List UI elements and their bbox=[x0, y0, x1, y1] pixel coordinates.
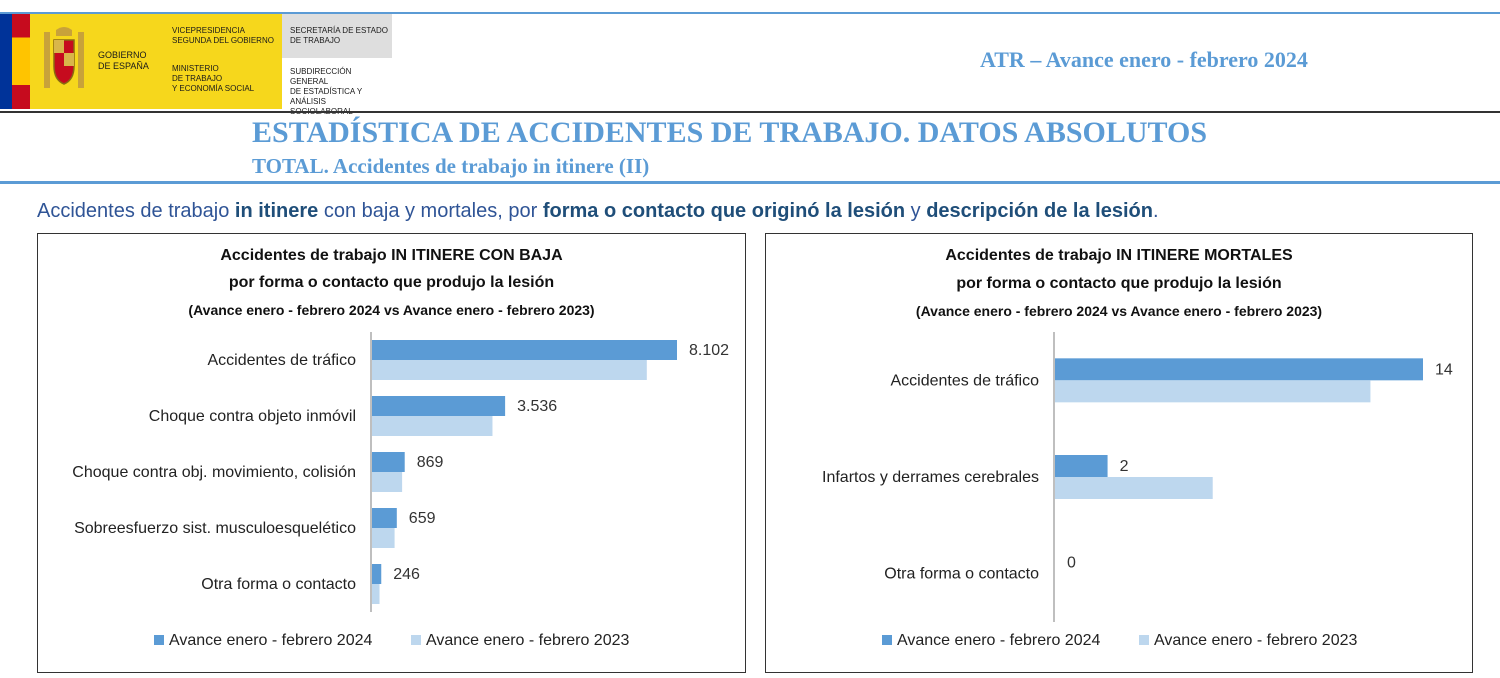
sub-line-3: ANÁLISIS SOCIOLABORAL bbox=[290, 97, 353, 116]
sec-line-2: DE TRABAJO bbox=[290, 36, 341, 45]
chart-title-line-2: por forma o contacto que produjo la lesi… bbox=[956, 275, 1282, 292]
sub-line-1: SUBDIRECCIÓN GENERAL bbox=[290, 67, 352, 86]
bar-2024 bbox=[372, 508, 397, 528]
data-label-2024: 659 bbox=[409, 510, 436, 527]
legend-swatch-2024 bbox=[154, 635, 164, 645]
title-divider bbox=[0, 181, 1500, 184]
chart-plot-con-baja: Accidentes de tráfico 8.102 Choque contra … bbox=[72, 332, 729, 649]
legend-label-2024: Avance enero - febrero 2024 bbox=[897, 632, 1101, 649]
data-label-2024: 3.536 bbox=[517, 398, 557, 415]
coat-of-arms-icon bbox=[44, 27, 84, 88]
bar-2023 bbox=[372, 472, 403, 492]
vicepresidencia-label: VICEPRESIDENCIA SEGUNDA DEL GOBIERNO bbox=[172, 26, 282, 46]
lead-part: Accidentes de trabajo bbox=[37, 200, 235, 222]
legend-swatch-2023 bbox=[411, 635, 421, 645]
secretaria-band bbox=[282, 14, 392, 58]
bar-2023 bbox=[1055, 477, 1213, 499]
bar-2023 bbox=[372, 360, 647, 380]
vice-line-2: SEGUNDA DEL GOBIERNO bbox=[172, 36, 274, 45]
gobierno-de-espana-label: GOBIERNO DE ESPAÑA bbox=[98, 50, 158, 72]
bar-2024 bbox=[372, 340, 677, 360]
legend-label-2023: Avance enero - febrero 2023 bbox=[1154, 632, 1358, 649]
bar-2023 bbox=[372, 528, 395, 548]
eu-flag-strip bbox=[0, 14, 12, 109]
data-label-2024: 246 bbox=[393, 566, 420, 583]
category-label: Otra forma o contacto bbox=[201, 576, 356, 593]
lead-bold: descripción de la lesión bbox=[926, 200, 1153, 222]
lead-text: Accidentes de trabajo in itinere con baj… bbox=[37, 200, 1159, 223]
data-label-2024: 8.102 bbox=[689, 342, 729, 359]
data-label-2024: 869 bbox=[417, 454, 444, 471]
chart-plot-mortales: Accidentes de tráfico 14 Infartos y derram… bbox=[822, 332, 1453, 649]
header-divider bbox=[0, 111, 1500, 113]
bar-2023 bbox=[1055, 380, 1371, 403]
bar-2024 bbox=[1055, 455, 1108, 477]
category-label: Choque contra objeto inmóvil bbox=[149, 408, 356, 425]
category-label: Sobreesfuerzo sist. musculoesquelético bbox=[74, 520, 356, 537]
gov-name-line-2: DE ESPAÑA bbox=[98, 61, 149, 71]
spain-flag-strip bbox=[12, 14, 30, 109]
sec-line-1: SECRETARÍA DE ESTADO bbox=[290, 26, 388, 35]
bar-2023 bbox=[372, 416, 493, 436]
data-label-2024: 0 bbox=[1067, 555, 1076, 572]
bar-2024 bbox=[372, 564, 382, 584]
bar-2024 bbox=[372, 452, 405, 472]
gov-name-line-1: GOBIERNO bbox=[98, 50, 147, 60]
min-line-2: DE TRABAJO bbox=[172, 74, 223, 83]
page-subtitle: TOTAL. Accidentes de trabajo in itinere … bbox=[252, 154, 650, 178]
chart-panel-mortales: Accidentes de trabajo IN ITINERE MORTALE… bbox=[765, 233, 1473, 673]
lead-bold: in itinere bbox=[234, 200, 319, 222]
subdireccion-label: SUBDIRECCIÓN GENERAL DE ESTADÍSTICA Y AN… bbox=[290, 67, 390, 117]
chart-panel-con-baja: Accidentes de trabajo IN ITINERE CON BAJ… bbox=[37, 233, 746, 673]
category-label: Accidentes de tráfico bbox=[207, 352, 356, 369]
min-line-3: Y ECONOMÍA SOCIAL bbox=[172, 84, 255, 93]
chart-title-line-1: Accidentes de trabajo IN ITINERE MORTALE… bbox=[945, 247, 1293, 264]
legend-swatch-2024 bbox=[882, 635, 892, 645]
chart-title-line-1: Accidentes de trabajo IN ITINERE CON BAJ… bbox=[220, 247, 563, 264]
lead-bold: forma o contacto que originó la lesión bbox=[542, 200, 906, 222]
top-rule bbox=[0, 12, 1500, 14]
legend-label-2024: Avance enero - febrero 2024 bbox=[169, 632, 373, 649]
chart-title-line-3: (Avance enero - febrero 2024 vs Avance e… bbox=[915, 303, 1323, 319]
category-label: Infartos y derrames cerebrales bbox=[822, 469, 1039, 486]
data-label-2024: 14 bbox=[1435, 361, 1453, 378]
bar-2023 bbox=[372, 584, 380, 604]
lead-part: con baja y mortales, por bbox=[318, 200, 543, 222]
category-label: Choque contra obj. movimiento, colisión bbox=[72, 464, 356, 481]
min-line-1: MINISTERIO bbox=[172, 64, 219, 73]
legend-label-2023: Avance enero - febrero 2023 bbox=[426, 632, 630, 649]
data-label-2024: 2 bbox=[1120, 458, 1129, 475]
report-period-title: ATR – Avance enero - febrero 2024 bbox=[980, 47, 1308, 72]
legend-swatch-2023 bbox=[1139, 635, 1149, 645]
bar-2024 bbox=[372, 396, 506, 416]
chart-title-line-3: (Avance enero - febrero 2024 vs Avance e… bbox=[188, 302, 595, 318]
sub-line-2: DE ESTADÍSTICA Y bbox=[290, 87, 363, 96]
lead-part: . bbox=[1152, 200, 1159, 222]
chart-title-line-2: por forma o contacto que produjo la lesi… bbox=[228, 274, 555, 291]
ministerio-label: MINISTERIO DE TRABAJO Y ECONOMÍA SOCIAL bbox=[172, 64, 282, 94]
bar-2024 bbox=[1055, 358, 1423, 381]
category-label: Otra forma o contacto bbox=[884, 566, 1039, 583]
vice-line-1: VICEPRESIDENCIA bbox=[172, 26, 245, 35]
category-label: Accidentes de tráfico bbox=[890, 372, 1039, 389]
page-title: ESTADÍSTICA DE ACCIDENTES DE TRABAJO. DA… bbox=[252, 116, 1208, 149]
lead-part: y bbox=[905, 200, 927, 222]
secretaria-label: SECRETARÍA DE ESTADO DE TRABAJO bbox=[290, 26, 390, 46]
